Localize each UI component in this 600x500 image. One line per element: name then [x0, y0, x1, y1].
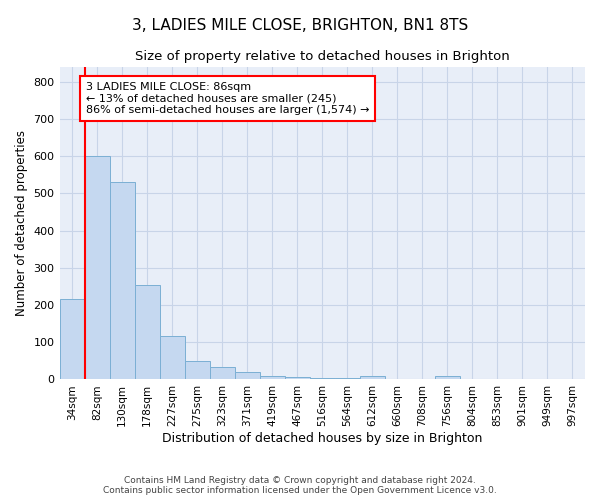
Bar: [360, 376, 385, 380]
Bar: [260, 376, 285, 380]
Bar: [160, 336, 185, 380]
Bar: [59, 300, 85, 380]
Bar: [134, 284, 160, 380]
Bar: [235, 372, 260, 380]
Text: 3 LADIES MILE CLOSE: 86sqm
← 13% of detached houses are smaller (245)
86% of sem: 3 LADIES MILE CLOSE: 86sqm ← 13% of deta…: [86, 82, 370, 115]
Text: 3, LADIES MILE CLOSE, BRIGHTON, BN1 8TS: 3, LADIES MILE CLOSE, BRIGHTON, BN1 8TS: [132, 18, 468, 32]
Y-axis label: Number of detached properties: Number of detached properties: [15, 130, 28, 316]
Text: Contains HM Land Registry data © Crown copyright and database right 2024.
Contai: Contains HM Land Registry data © Crown c…: [103, 476, 497, 495]
Bar: [285, 377, 310, 380]
Bar: [335, 378, 360, 380]
X-axis label: Distribution of detached houses by size in Brighton: Distribution of detached houses by size …: [162, 432, 482, 445]
Title: Size of property relative to detached houses in Brighton: Size of property relative to detached ho…: [135, 50, 509, 63]
Bar: [185, 361, 209, 380]
Bar: [310, 378, 335, 380]
Bar: [435, 376, 460, 380]
Bar: [209, 367, 235, 380]
Bar: [110, 182, 134, 380]
Bar: [85, 156, 110, 380]
